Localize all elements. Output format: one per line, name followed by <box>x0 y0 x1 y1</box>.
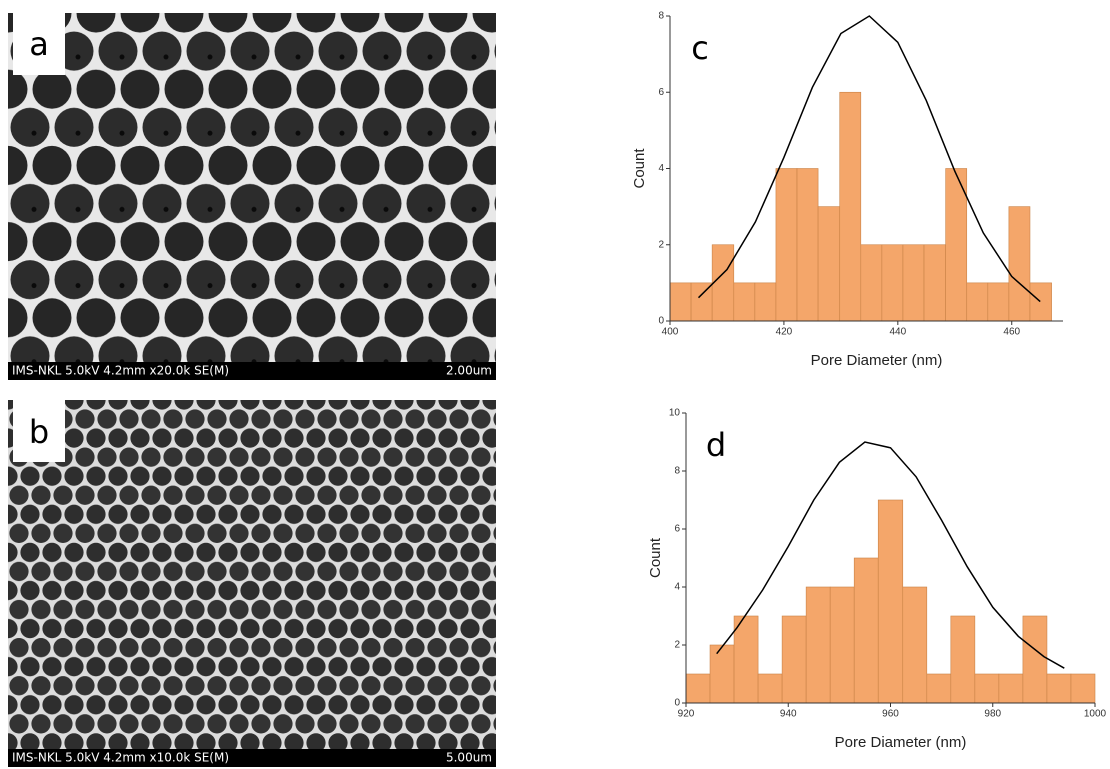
bar <box>711 244 735 322</box>
x-tick-label: 960 <box>882 709 899 720</box>
panel-label: c <box>691 29 709 67</box>
bar <box>853 557 879 704</box>
bar <box>1008 206 1031 322</box>
panel-label: d <box>706 426 726 464</box>
bar <box>775 168 798 322</box>
y-axis-title: Count <box>631 148 648 189</box>
sem-image <box>8 13 496 380</box>
x-tick-label: 440 <box>889 327 906 338</box>
bar <box>839 91 862 322</box>
y-tick-label: 8 <box>674 466 680 477</box>
bar <box>1029 282 1052 322</box>
caption-bar <box>8 749 496 767</box>
bar <box>805 586 831 704</box>
y-tick-label: 0 <box>674 698 680 709</box>
scale-label: 5.00um <box>446 751 492 765</box>
y-tick-label: 10 <box>669 408 681 419</box>
scale-label: 2.00um <box>446 364 492 378</box>
bar <box>998 673 1024 704</box>
x-tick-label: 940 <box>780 709 797 720</box>
bar <box>733 282 756 322</box>
bar <box>829 586 855 704</box>
bar <box>1070 673 1096 704</box>
label-box <box>13 400 65 462</box>
y-tick-label: 4 <box>658 163 664 174</box>
bar <box>757 673 783 704</box>
y-tick-label: 2 <box>674 640 680 651</box>
y-tick-label: 6 <box>674 524 680 535</box>
x-axis-title: Pore Diameter (nm) <box>811 352 943 369</box>
sem-image <box>8 400 496 767</box>
bar <box>974 673 1000 704</box>
y-tick-label: 4 <box>674 582 680 593</box>
fit-curve <box>697 15 1041 303</box>
image-caption: IMS-NKL 5.0kV 4.2mm x20.0k SE(M) <box>12 364 229 378</box>
y-tick-label: 6 <box>658 87 664 98</box>
x-tick-label: 920 <box>678 709 695 720</box>
image-caption: IMS-NKL 5.0kV 4.2mm x10.0k SE(M) <box>12 751 229 765</box>
bar <box>781 615 807 704</box>
bar <box>817 206 841 322</box>
bar <box>966 282 989 322</box>
x-tick-label: 980 <box>984 709 1001 720</box>
label-box <box>13 13 65 75</box>
bar <box>860 244 883 322</box>
bar <box>881 244 904 322</box>
bar <box>709 644 735 704</box>
bar <box>669 282 692 322</box>
bar <box>754 282 777 322</box>
bar <box>685 673 711 704</box>
bar <box>1046 673 1072 704</box>
bar <box>690 282 713 322</box>
y-tick-label: 8 <box>658 11 664 22</box>
x-axis-title: Pore Diameter (nm) <box>835 734 967 751</box>
y-tick-label: 0 <box>658 316 664 327</box>
fit-curve <box>716 441 1065 669</box>
panel-label: b <box>29 413 49 451</box>
x-tick-label: 420 <box>776 327 793 338</box>
panel-label: a <box>29 25 49 63</box>
x-tick-label: 460 <box>1003 327 1020 338</box>
y-axis-title: Count <box>647 537 664 578</box>
y-tick-label: 2 <box>658 239 664 250</box>
x-tick-label: 400 <box>662 327 679 338</box>
bar <box>987 282 1010 322</box>
bar <box>902 244 925 322</box>
bar <box>923 244 946 322</box>
x-tick-label: 1000 <box>1084 709 1107 720</box>
caption-bar <box>8 362 496 380</box>
bar <box>877 499 904 704</box>
bar <box>902 586 928 704</box>
bar <box>1022 615 1048 704</box>
bar <box>950 615 976 704</box>
bar <box>926 673 952 704</box>
bar <box>733 615 759 704</box>
bar <box>796 168 819 322</box>
